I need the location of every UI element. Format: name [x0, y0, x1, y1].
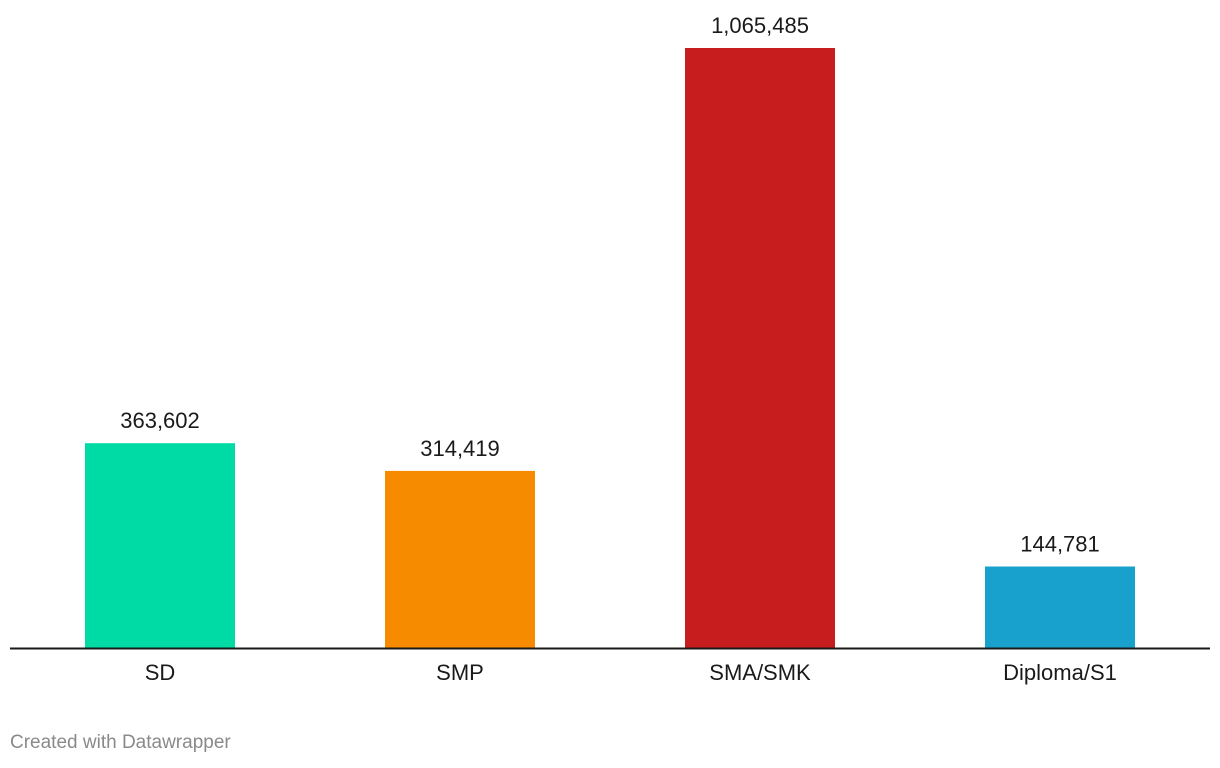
category-labels-group: SD SMP SMA/SMK Diploma/S1 [145, 660, 1117, 685]
x-tick-label: SMP [436, 660, 484, 685]
x-tick-label: SMA/SMK [709, 660, 811, 685]
bar-sd[interactable] [85, 443, 235, 648]
bars-group [85, 48, 1135, 648]
bar-sma-smk[interactable] [685, 48, 835, 648]
x-tick-label: SD [145, 660, 176, 685]
datawrapper-credit[interactable]: Created with Datawrapper [10, 732, 231, 753]
value-labels-group: 363,602 314,419 1,065,485 144,781 [120, 13, 1100, 557]
x-tick-label: Diploma/S1 [1003, 660, 1117, 685]
value-label: 1,065,485 [711, 13, 809, 38]
value-label: 144,781 [1020, 532, 1100, 557]
bar-diploma-s1[interactable] [985, 566, 1135, 649]
bar-smp[interactable] [385, 470, 535, 648]
value-label: 363,602 [120, 408, 200, 433]
value-label: 314,419 [420, 436, 500, 461]
